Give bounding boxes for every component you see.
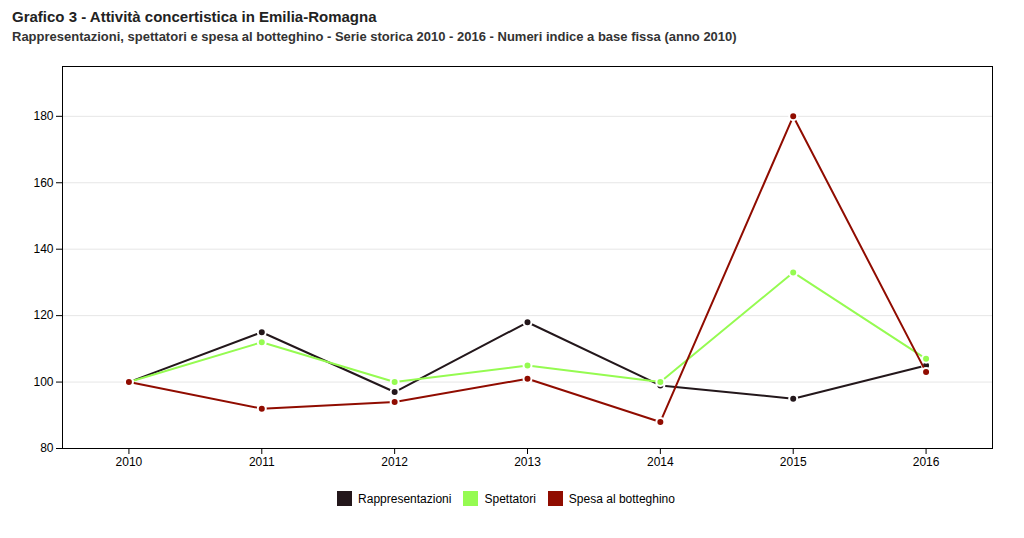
svg-text:120: 120 <box>33 308 53 322</box>
html-text:Rappresentazioni: Rappresentazioni <box>358 491 452 506</box>
svg-text:100: 100 <box>33 375 53 389</box>
svg-text:2015: 2015 <box>780 455 807 469</box>
svg-text:2012: 2012 <box>381 455 408 469</box>
svg-text:80: 80 <box>40 441 54 455</box>
svg-text:2011: 2011 <box>249 455 275 469</box>
svg-text:140: 140 <box>33 242 53 256</box>
svg-text:160: 160 <box>33 176 53 190</box>
svg-text:2014: 2014 <box>647 455 674 469</box>
svg-text:2013: 2013 <box>514 455 541 469</box>
svg-text:180: 180 <box>33 109 53 123</box>
html-text:Rappresentazioni, spettatori e: Rappresentazioni, spettatori e spesa al … <box>12 29 737 44</box>
svg-text:2010: 2010 <box>116 455 143 469</box>
html-text:Spesa al botteghino: Spesa al botteghino <box>568 491 675 506</box>
svg-text:2016: 2016 <box>913 455 940 469</box>
html-text:Spettatori: Spettatori <box>484 491 536 506</box>
html-text:Grafico 3 - Attività concertis: Grafico 3 - Attività concertistica in Em… <box>12 8 377 25</box>
